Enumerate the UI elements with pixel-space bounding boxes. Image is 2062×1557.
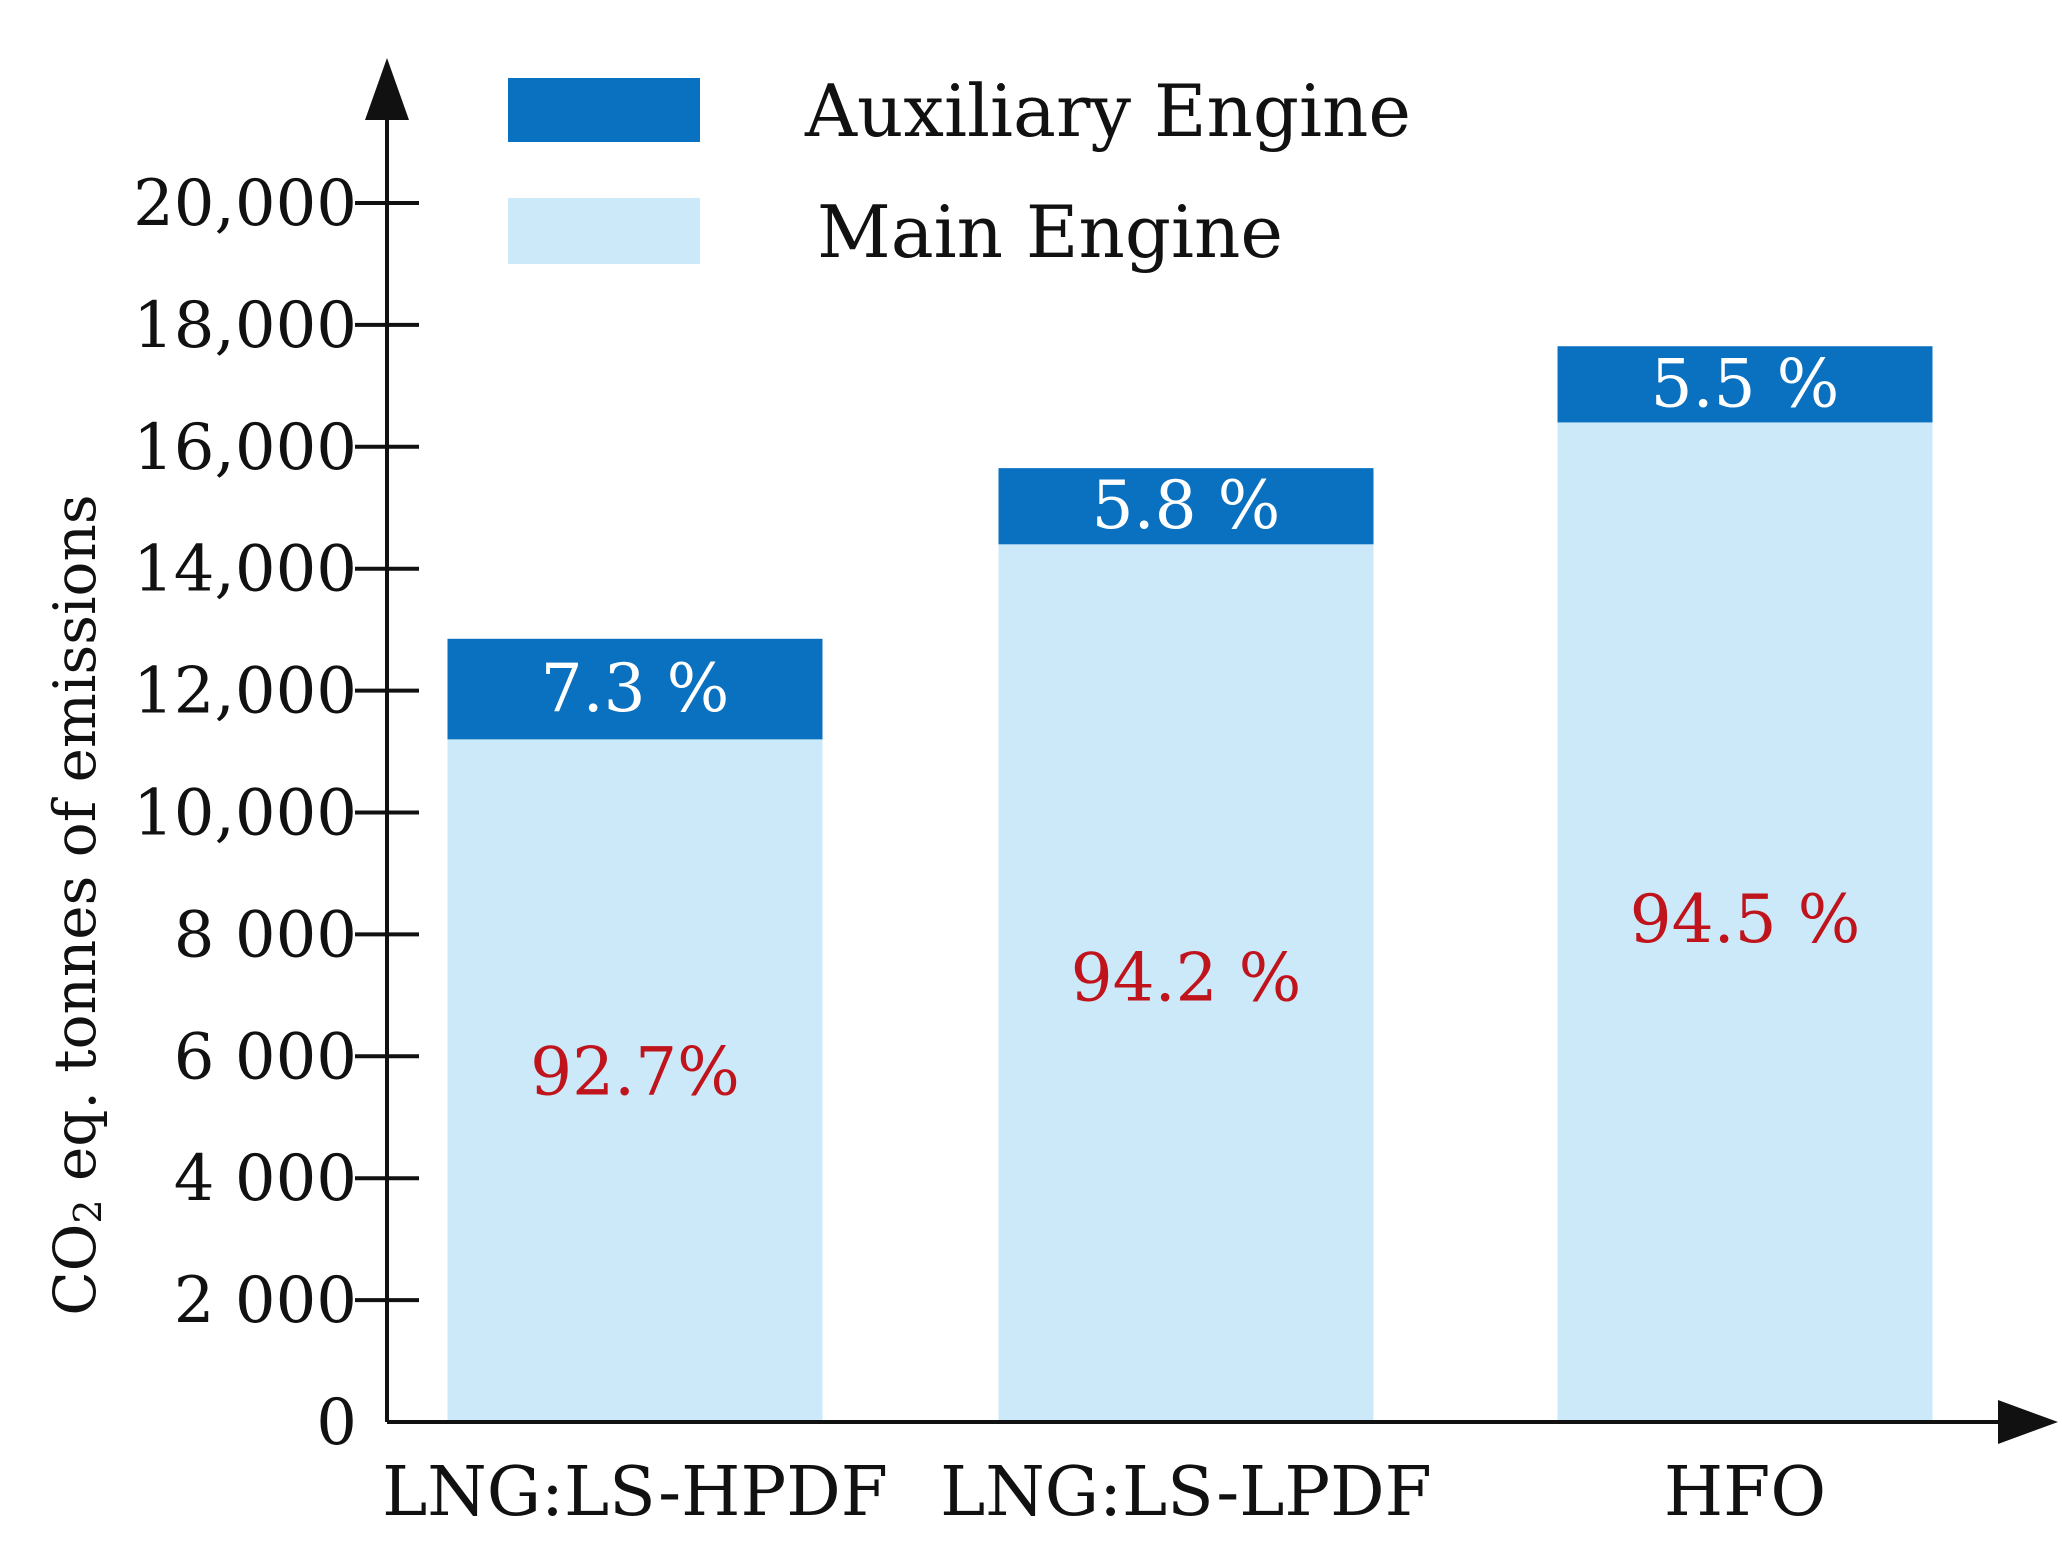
bar-main-engine-0	[447, 739, 823, 1422]
y-tick-label-1: 2 000	[174, 1264, 357, 1338]
y-tick-label-9: 18,000	[133, 289, 357, 363]
data-label-main-engine-1: 94.2 %	[1071, 940, 1302, 1017]
x-tick-label-0: LNG:LS-HPDF	[382, 1453, 888, 1532]
bars-layer: 92.7% 7.3 % 94.2 % 5.8 % 94.5 % 5.5 %	[447, 345, 1933, 1422]
x-tick-label-2: HFO	[1664, 1453, 1826, 1532]
bar-main-engine-1	[998, 544, 1374, 1422]
y-axis-arrow	[365, 58, 409, 120]
y-tick-label-6: 12,000	[133, 655, 357, 729]
y-axis-label: CO2 eq. tonnes of emissions	[41, 494, 110, 1315]
data-label-auxiliary-engine-1: 5.8 %	[1092, 467, 1281, 544]
y-tick-label-0: 0	[316, 1386, 357, 1460]
data-label-main-engine-2: 94.5 %	[1630, 881, 1861, 958]
y-tick-label-3: 6 000	[174, 1020, 357, 1094]
bar-auxiliary-engine-2	[1557, 346, 1933, 423]
legend: Auxiliary Engine Main Engine	[508, 69, 1411, 274]
x-tick-label-1: LNG:LS-LPDF	[940, 1453, 1432, 1532]
bar-auxiliary-engine-1	[998, 468, 1374, 545]
legend-swatch-1	[508, 198, 700, 264]
x-axis-arrow	[1998, 1400, 2058, 1444]
y-tick-label-4: 8 000	[174, 898, 357, 972]
bar-main-engine-2	[1557, 422, 1933, 1422]
y-tick-label-10: 20,000	[133, 167, 357, 241]
y-tick-label-2: 4 000	[174, 1142, 357, 1216]
legend-swatch-0	[508, 78, 700, 142]
legend-label-1: Main Engine	[817, 190, 1283, 274]
data-label-main-engine-0: 92.7%	[530, 1033, 740, 1110]
y-tick-label-5: 10,000	[133, 777, 357, 851]
y-tick-label-8: 16,000	[133, 411, 357, 485]
data-label-auxiliary-engine-0: 7.3 %	[541, 650, 730, 727]
y-tick-label-7: 14,000	[133, 533, 357, 607]
legend-label-0: Auxiliary Engine	[804, 69, 1411, 153]
data-label-auxiliary-engine-2: 5.5 %	[1651, 345, 1840, 422]
bar-auxiliary-engine-0	[447, 638, 823, 740]
axes-layer: LNG:LS-HPDF LNG:LS-LPDF HFO 0 2 000 4 000 6 00…	[133, 58, 2058, 1532]
